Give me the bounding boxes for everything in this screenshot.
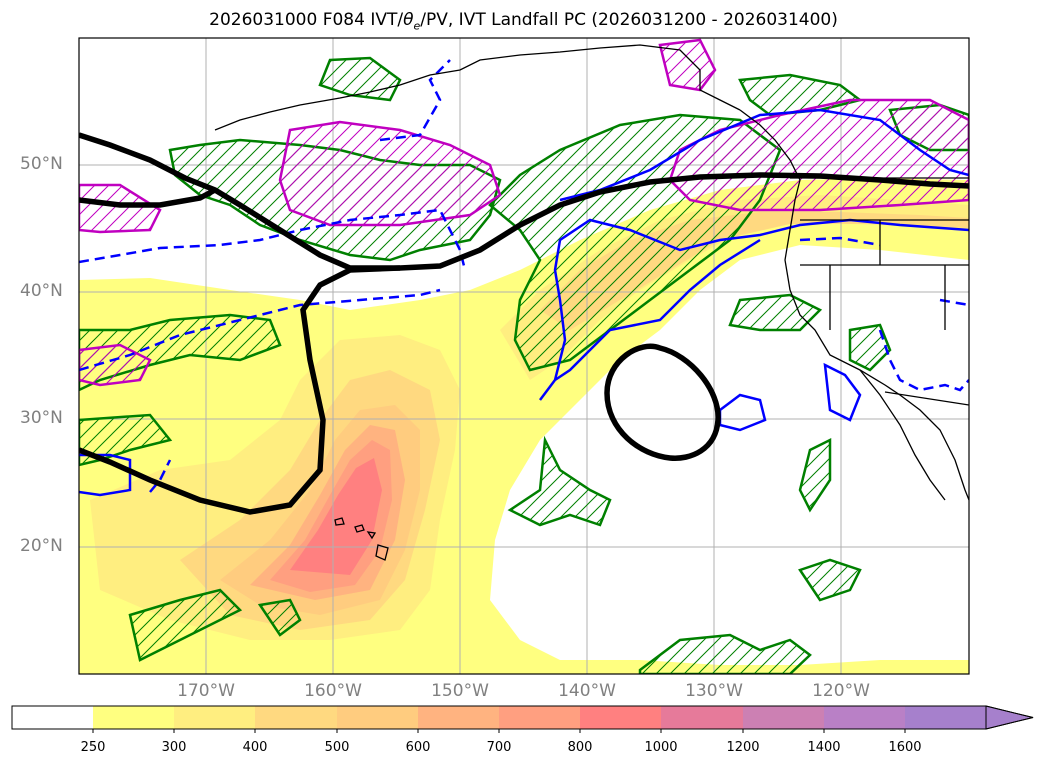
colorbar-ticks: [92, 729, 906, 733]
colorbar-segment-below-250: [12, 706, 93, 729]
lon-label-170w: 170°W: [177, 681, 235, 701]
colorbar-label-700: 700: [486, 740, 512, 755]
theta-solid-west: [79, 453, 132, 497]
hawaii-islands: [334, 517, 389, 561]
pv-trough-contour: [79, 265, 401, 515]
pc-region-se-bottom: [638, 633, 812, 674]
coastline-baja: [859, 369, 946, 501]
pc-magenta-west-edge: [79, 183, 162, 234]
pc-region-east-small: [798, 437, 832, 513]
colorbar-label-1400: 1400: [807, 740, 841, 755]
colorbar-label-800: 800: [567, 740, 593, 755]
pv-cutoff-low: [604, 343, 721, 461]
colorbar-segment-800-1000: [580, 706, 661, 729]
pv-west-contour: [79, 187, 217, 208]
colorbar-segment-250-300: [93, 706, 174, 729]
colorbar-extend-arrow: [985, 705, 1034, 730]
lat-label-40n: 40°N: [20, 281, 63, 301]
lon-label-160w: 160°W: [304, 681, 362, 701]
colorbar-segment-500-600: [337, 706, 418, 729]
map-plot-area: [79, 38, 969, 674]
pc-magenta-alaska: [278, 120, 502, 227]
coastlines: [214, 44, 969, 501]
pc-region-se: [798, 558, 862, 602]
colorbar-segment-300-400: [174, 706, 255, 729]
lat-label-30n: 30°N: [20, 408, 63, 428]
lon-label-130w: 130°W: [685, 681, 743, 701]
colorbar: [11, 705, 1034, 733]
colorbar-label-1200: 1200: [726, 740, 760, 755]
pv-main-contour: [79, 132, 969, 271]
lon-label-140w: 140°W: [558, 681, 616, 701]
lat-label-20n: 20°N: [20, 536, 63, 556]
colorbar-segment-400-500: [255, 706, 337, 729]
pc-region-central: [507, 435, 612, 527]
state-lines: [800, 219, 969, 330]
theta-dashed-mid: [79, 288, 441, 372]
border-us-mexico: [884, 391, 969, 406]
pc-region-hawaii-s: [257, 598, 302, 637]
pc-region-south: [128, 588, 243, 662]
coastline-bc: [739, 109, 969, 501]
theta-dashed-west: [149, 459, 172, 493]
lon-label-150w: 150°W: [431, 681, 489, 701]
colorbar-label-500: 500: [324, 740, 350, 755]
colorbar-segment-1400-1600: [824, 706, 905, 729]
colorbar-label-250: 250: [80, 740, 106, 755]
colorbar-outline: [11, 705, 1034, 730]
colorbar-segment-1200-1400: [743, 706, 824, 729]
pc-region-east: [728, 293, 823, 332]
colorbar-label-600: 600: [405, 740, 431, 755]
colorbar-label-1000: 1000: [644, 740, 678, 755]
coastline-alaska: [214, 44, 741, 131]
colorbar-segment-above-1600: [905, 706, 986, 729]
pc-region-coast: [848, 323, 892, 372]
colorbar-segment-1000-1200: [661, 706, 743, 729]
lat-label-50n: 50°N: [20, 154, 63, 174]
colorbar-label-400: 400: [242, 740, 268, 755]
colorbar-segment-700-800: [499, 706, 580, 729]
lon-label-120w: 120°W: [812, 681, 870, 701]
colorbar-label-1600: 1600: [888, 740, 922, 755]
ivt-800-contour: [290, 458, 382, 575]
pc-magenta-north: [658, 38, 717, 92]
map-frame: [78, 37, 970, 675]
pc-region-west-low: [79, 413, 173, 467]
theta-solid-ar: [539, 108, 969, 401]
colorbar-segment-600-700: [418, 706, 499, 729]
pv-contours: [79, 132, 969, 515]
map-title: 2026031000 F084 IVT/θe/PV, IVT Landfall …: [209, 10, 838, 33]
colorbar-label-300: 300: [161, 740, 187, 755]
